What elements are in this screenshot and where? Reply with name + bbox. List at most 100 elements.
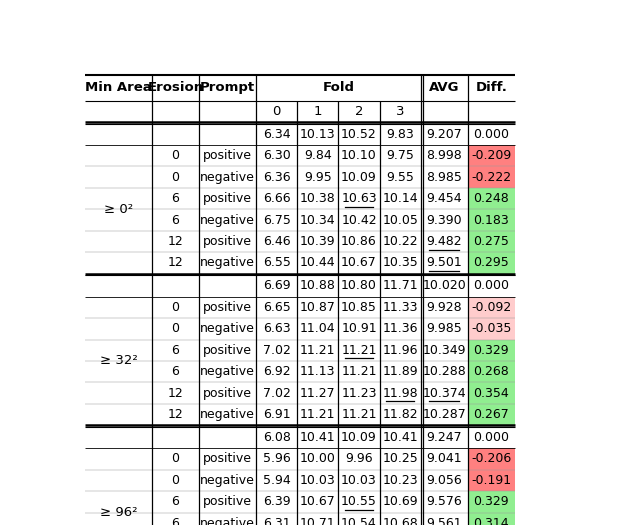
Text: positive: positive (203, 495, 252, 508)
Text: 0: 0 (273, 105, 281, 118)
Text: 10.85: 10.85 (341, 301, 377, 314)
Text: ≥ 96²: ≥ 96² (100, 506, 137, 519)
Text: 9.390: 9.390 (426, 214, 462, 227)
Text: 10.349: 10.349 (422, 344, 466, 356)
Text: 10.69: 10.69 (382, 495, 418, 508)
Bar (468, 448, 515, 470)
Text: 6.75: 6.75 (263, 214, 291, 227)
Text: 9.561: 9.561 (426, 517, 462, 525)
Text: positive: positive (203, 344, 252, 356)
Text: 6: 6 (172, 192, 179, 205)
Text: 11.71: 11.71 (382, 279, 418, 292)
Text: 0.000: 0.000 (474, 279, 509, 292)
Text: 12: 12 (168, 408, 183, 421)
Text: 10.23: 10.23 (382, 474, 418, 487)
Text: 10.020: 10.020 (422, 279, 466, 292)
Text: positive: positive (203, 235, 252, 248)
Text: 6.30: 6.30 (263, 149, 291, 162)
Text: 6: 6 (172, 365, 179, 378)
Text: positive: positive (203, 453, 252, 466)
Text: 0.354: 0.354 (474, 386, 509, 400)
Bar (468, 209, 515, 231)
Text: 5.94: 5.94 (263, 474, 291, 487)
Text: 10.80: 10.80 (341, 279, 377, 292)
Text: negative: negative (200, 322, 255, 335)
Text: 11.21: 11.21 (341, 344, 377, 356)
Bar (468, 318, 515, 340)
Text: 10.03: 10.03 (341, 474, 377, 487)
Text: 0: 0 (172, 301, 179, 314)
Bar (468, 188, 515, 209)
Text: negative: negative (200, 256, 255, 269)
Text: 9.75: 9.75 (386, 149, 414, 162)
Text: 6: 6 (172, 214, 179, 227)
Text: 10.03: 10.03 (300, 474, 336, 487)
Text: 12: 12 (168, 235, 183, 248)
Bar (468, 404, 515, 425)
Text: 10.91: 10.91 (341, 322, 377, 335)
Text: 0: 0 (172, 149, 179, 162)
Text: 11.36: 11.36 (383, 322, 418, 335)
Text: 0: 0 (172, 171, 179, 184)
Text: 11.98: 11.98 (382, 386, 418, 400)
Bar (468, 231, 515, 252)
Text: negative: negative (200, 408, 255, 421)
Text: 9.454: 9.454 (426, 192, 462, 205)
Text: 10.54: 10.54 (341, 517, 377, 525)
Text: 10.38: 10.38 (300, 192, 336, 205)
Text: 6.66: 6.66 (263, 192, 291, 205)
Text: 10.44: 10.44 (300, 256, 335, 269)
Bar (468, 491, 515, 512)
Text: 0.268: 0.268 (474, 365, 509, 378)
Text: 5.96: 5.96 (263, 453, 291, 466)
Text: 10.09: 10.09 (341, 431, 377, 444)
Text: 6: 6 (172, 517, 179, 525)
Text: 8.998: 8.998 (426, 149, 462, 162)
Text: 10.374: 10.374 (422, 386, 466, 400)
Text: 6.36: 6.36 (263, 171, 291, 184)
Text: 0: 0 (172, 474, 179, 487)
Text: 0.329: 0.329 (474, 344, 509, 356)
Text: 11.27: 11.27 (300, 386, 335, 400)
Text: 11.21: 11.21 (341, 408, 377, 421)
Bar (468, 382, 515, 404)
Text: 0.183: 0.183 (474, 214, 509, 227)
Text: 10.05: 10.05 (382, 214, 418, 227)
Text: 0.275: 0.275 (474, 235, 509, 248)
Text: 10.00: 10.00 (300, 453, 336, 466)
Text: 6.55: 6.55 (263, 256, 291, 269)
Text: 6.31: 6.31 (263, 517, 291, 525)
Text: 9.501: 9.501 (426, 256, 462, 269)
Text: -0.035: -0.035 (471, 322, 511, 335)
Text: 10.67: 10.67 (300, 495, 336, 508)
Text: 10.09: 10.09 (341, 171, 377, 184)
Text: 9.55: 9.55 (386, 171, 414, 184)
Text: Diff.: Diff. (476, 81, 508, 94)
Text: 11.21: 11.21 (341, 365, 377, 378)
Bar (468, 252, 515, 274)
Text: 9.84: 9.84 (304, 149, 332, 162)
Text: 0.000: 0.000 (474, 128, 509, 141)
Text: 2: 2 (355, 105, 364, 118)
Text: positive: positive (203, 149, 252, 162)
Text: 10.71: 10.71 (300, 517, 336, 525)
Text: 11.21: 11.21 (300, 344, 335, 356)
Text: 6.34: 6.34 (263, 128, 291, 141)
Text: negative: negative (200, 474, 255, 487)
Text: 0: 0 (172, 322, 179, 335)
Text: 10.87: 10.87 (300, 301, 336, 314)
Text: 9.985: 9.985 (426, 322, 462, 335)
Text: 9.576: 9.576 (426, 495, 462, 508)
Text: 0.295: 0.295 (474, 256, 509, 269)
Text: 10.25: 10.25 (382, 453, 418, 466)
Text: 11.89: 11.89 (382, 365, 418, 378)
Text: -0.206: -0.206 (471, 453, 511, 466)
Text: -0.191: -0.191 (472, 474, 511, 487)
Text: 10.287: 10.287 (422, 408, 466, 421)
Text: ≥ 32²: ≥ 32² (100, 354, 138, 367)
Text: 9.95: 9.95 (304, 171, 332, 184)
Text: -0.222: -0.222 (472, 171, 511, 184)
Text: 11.33: 11.33 (383, 301, 418, 314)
Text: 6.92: 6.92 (263, 365, 291, 378)
Text: 9.207: 9.207 (426, 128, 462, 141)
